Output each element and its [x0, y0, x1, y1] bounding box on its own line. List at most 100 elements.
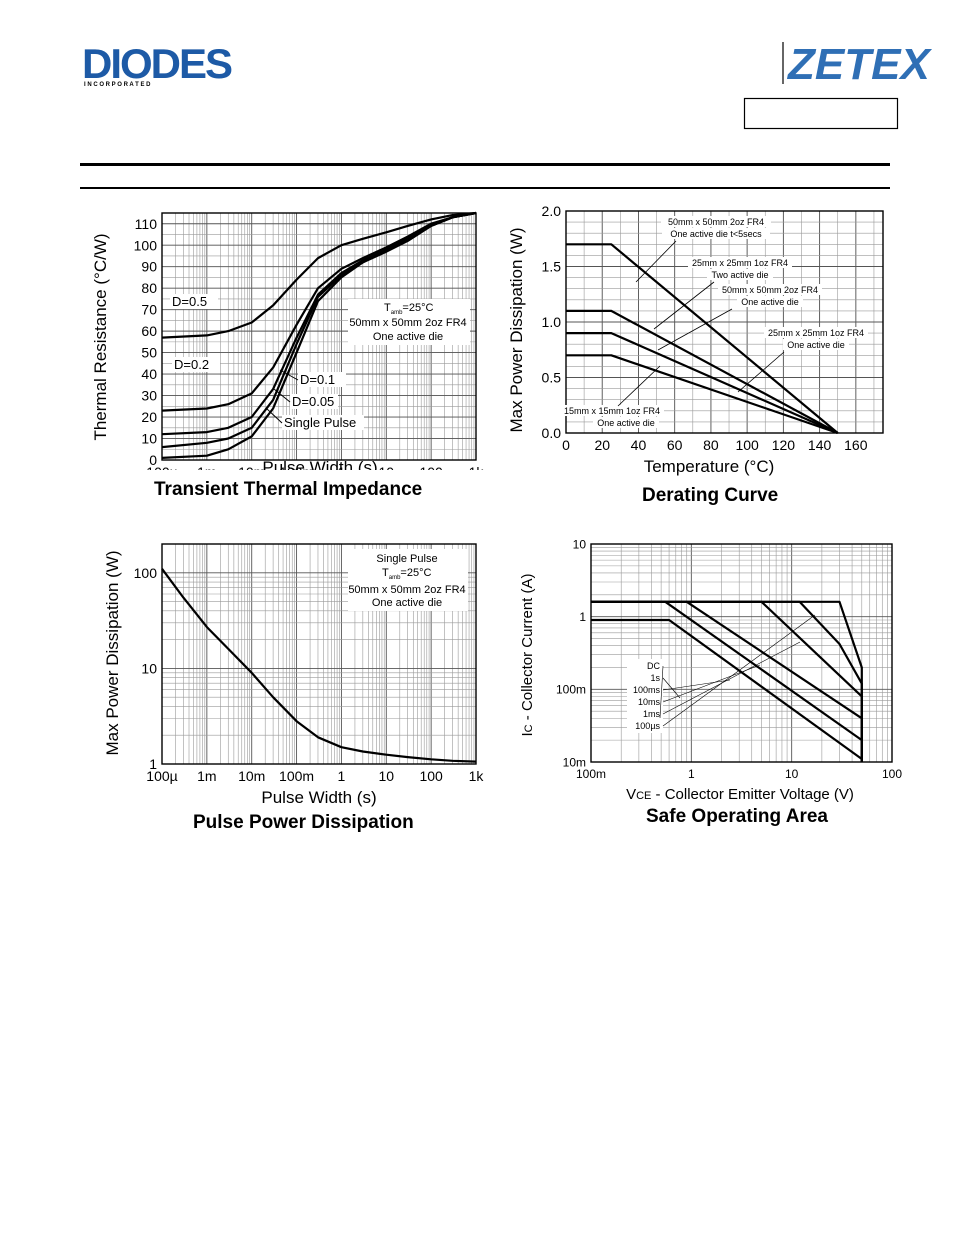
x-tick-label: 100µ — [146, 464, 177, 470]
series-label-bg — [172, 357, 220, 372]
derating-curve-chart: 0 20 40 60 80 100 120 140 160 0.0 0.5 1.0 1.5 2.0 Max … — [507, 203, 884, 476]
x-tick-label: 1k — [469, 464, 485, 470]
series-label-bg — [290, 394, 338, 409]
y-tick-label: 0.5 — [542, 370, 562, 386]
x-tick-label: 10 — [785, 767, 799, 781]
series-line-6 — [591, 600, 863, 762]
annotation-bg — [662, 228, 770, 239]
legend-leader — [662, 677, 681, 699]
series-label-leader — [265, 407, 283, 424]
y-axis-label: Max Power Dissipation (W) — [507, 228, 526, 433]
y-tick-label: 1.5 — [542, 259, 562, 275]
y-tick-label: 90 — [141, 259, 157, 275]
legend-leader — [662, 614, 816, 727]
y-tick-label: 50 — [141, 345, 157, 361]
x-tick-label: 160 — [844, 437, 868, 453]
annotation-line-1: Single Pulse — [376, 553, 437, 565]
y-tick-label: 1.0 — [542, 314, 562, 330]
y-tick-label: 60 — [141, 323, 157, 339]
y-tick-label: 20 — [141, 409, 157, 425]
annotation-bg — [718, 284, 822, 295]
y-tick-label: 80 — [141, 280, 157, 296]
series-line-4 — [566, 354, 839, 435]
series-label: D=0.05 — [292, 394, 334, 409]
series-line-3 — [566, 332, 839, 435]
annotation-leader — [737, 351, 785, 393]
annotation-text: 15mm x 15mm 1oz FR4 — [564, 406, 660, 416]
annotation-leader — [657, 308, 733, 351]
y-tick-label: 0.0 — [542, 425, 562, 441]
legend-label: DC — [647, 661, 660, 671]
x-tick-label: 100 — [735, 437, 759, 453]
annotation-line-2: 50mm x 50mm 2oz FR4 — [349, 317, 466, 329]
legend-leader — [662, 664, 761, 703]
x-tick-label: 1 — [688, 767, 695, 781]
legend-label: 100µs — [635, 721, 660, 731]
x-tick-label: 80 — [703, 437, 719, 453]
annotation-box — [348, 549, 468, 611]
annotation-bg — [593, 417, 659, 428]
legend-label: 100ms — [633, 685, 661, 695]
annotation-text: One active die t<5secs — [670, 229, 762, 239]
series-label-leader — [279, 369, 299, 381]
x-tick-label: 10m — [238, 768, 265, 784]
legend-bg — [627, 659, 663, 733]
page-header: DIODES I N C O R P O R A T E D ZETEX — [80, 40, 932, 189]
x-tick-label: 20 — [594, 437, 610, 453]
annotation-bg — [737, 296, 803, 307]
chart3-title: Pulse Power Dissipation — [193, 812, 414, 833]
y-axis-label: Thermal Resistance (°C/W) — [91, 233, 110, 440]
x-axis-label: Temperature (°C) — [644, 457, 775, 476]
series-line-2 — [566, 309, 839, 434]
series-label: D=0.2 — [174, 357, 209, 372]
annotation-line-3: 50mm x 50mm 2oz FR4 — [348, 584, 465, 596]
x-tick-label: 1m — [197, 464, 216, 470]
x-tick-label: 1 — [338, 464, 346, 470]
chart4-title: Safe Operating Area — [646, 806, 828, 827]
chart1-title: Transient Thermal Impedance — [154, 479, 423, 500]
series-label: Single Pulse — [284, 415, 356, 430]
annotation-leader — [617, 365, 661, 407]
series-label-bg — [170, 294, 218, 309]
part-number-box — [743, 97, 899, 130]
legend-label: 1s — [650, 673, 660, 683]
legend-label: 1ms — [643, 709, 661, 719]
x-tick-label: 100 — [419, 464, 443, 470]
y-tick-label: 100 — [134, 237, 158, 253]
plot-border — [161, 543, 477, 765]
y-tick-label: 100 — [134, 565, 158, 581]
x-tick-label: 120 — [772, 437, 796, 453]
x-tick-label: 140 — [808, 437, 832, 453]
x-tick-label: 10 — [378, 464, 394, 470]
plot-border — [565, 210, 884, 434]
series-label: D=0.5 — [172, 294, 207, 309]
y-tick-label: 70 — [141, 302, 157, 318]
x-axis-label: Pulse Width (s) — [261, 788, 376, 807]
legend-leader — [662, 679, 731, 691]
pulse-power-dissipation-chart: 100µ 1m 10m 100m 1 10 100 1k 1 10 100 Max Power Dis… — [103, 543, 484, 807]
annotation-text: 50mm x 50mm 2oz FR4 — [668, 217, 764, 227]
series-label-bg — [298, 372, 346, 387]
y-tick-label: 2.0 — [542, 203, 562, 219]
legend-label: 10ms — [638, 697, 661, 707]
zetex-logo-text: ZETEX — [786, 40, 932, 89]
grid — [565, 210, 883, 434]
x-axis-label: Pulse Width (s) — [262, 458, 377, 470]
diodes-logo-text: DIODES — [82, 40, 232, 87]
annotation-leader — [653, 281, 715, 330]
series-label: D=0.1 — [300, 372, 335, 387]
transient-thermal-impedance-chart: 100µ1m10m100m1101001k0102030405060708090… — [91, 211, 485, 470]
y-tick-label: 100m — [556, 683, 586, 697]
series-line-1 — [566, 243, 839, 434]
diodes-logo-subtext: I N C O R P O R A T E D — [84, 82, 151, 88]
y-tick-label: 1 — [149, 756, 157, 772]
annotation-bg — [707, 269, 773, 280]
x-axis-label: VCE - Collector Emitter Voltage (V) — [626, 786, 854, 803]
chart2-title: Derating Curve — [642, 485, 779, 506]
x-tick-label: 10m — [238, 464, 265, 470]
annotation-line-2: Tamb=25°C — [382, 567, 431, 581]
legend-leader — [662, 641, 801, 715]
annotation-bg — [783, 339, 849, 350]
annotation-bg — [560, 405, 664, 416]
annotation-text: One active die — [597, 418, 655, 428]
